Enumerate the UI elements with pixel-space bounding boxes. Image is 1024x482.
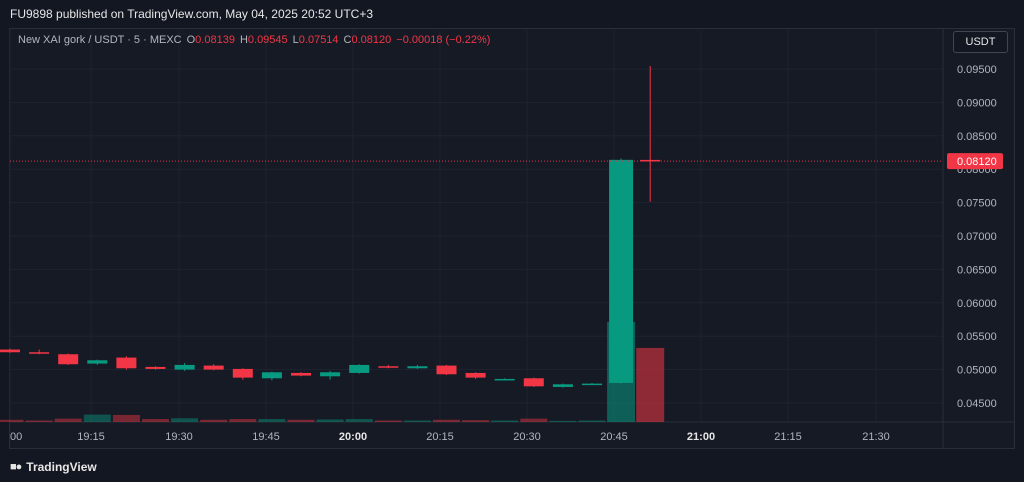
volume-bar bbox=[433, 419, 460, 422]
candle-body bbox=[436, 365, 457, 375]
tradingview-logo-icon: ■● bbox=[10, 461, 22, 473]
x-tick-label: 19:15 bbox=[77, 431, 105, 443]
x-tick-label: 20:45 bbox=[600, 431, 628, 443]
volume-bar bbox=[520, 418, 548, 422]
y-tick-label: 0.09500 bbox=[957, 64, 997, 76]
candle-body bbox=[465, 372, 486, 378]
high-label: H bbox=[239, 34, 248, 46]
candle-body bbox=[174, 364, 195, 370]
candle-body bbox=[320, 372, 341, 377]
volume-bar bbox=[316, 419, 344, 422]
y-tick-label: 0.09000 bbox=[957, 97, 997, 109]
open-label: O bbox=[186, 34, 196, 46]
ohlc-legend: New XAI gork / USDT · 5 · MEXC O0.08139 … bbox=[18, 34, 490, 46]
close-value: 0.08120 bbox=[351, 34, 392, 46]
candle-body bbox=[640, 159, 661, 162]
x-tick-label: 19:45 bbox=[252, 431, 280, 443]
x-tick-label: 00 bbox=[10, 431, 22, 443]
symbol-label[interactable]: New XAI gork / USDT · 5 · MEXC bbox=[18, 34, 182, 46]
header-bar: FU9898 published on TradingView.com, May… bbox=[0, 0, 1024, 28]
volume-bar bbox=[54, 418, 82, 422]
candle-body bbox=[291, 372, 311, 376]
last-price-label: 0.08120 bbox=[957, 156, 997, 168]
volume-bar bbox=[200, 419, 228, 422]
x-tick-label: 21:30 bbox=[862, 431, 890, 443]
volume-bar bbox=[25, 420, 53, 422]
candle-body bbox=[494, 378, 515, 381]
volume-bar bbox=[0, 419, 24, 422]
candle-body bbox=[261, 372, 282, 379]
volume-bar bbox=[374, 420, 402, 422]
chart-frame[interactable] bbox=[9, 28, 1015, 449]
volume-bar bbox=[258, 419, 286, 422]
volume-bar bbox=[229, 419, 257, 422]
tradingview-brand[interactable]: ■● TradingView bbox=[10, 460, 97, 474]
candle-body bbox=[552, 384, 573, 387]
close-label: C bbox=[343, 34, 352, 46]
volume-bar bbox=[403, 420, 431, 422]
candle-body bbox=[609, 159, 634, 383]
low-label: L bbox=[292, 34, 299, 46]
candle-body bbox=[58, 354, 79, 365]
volume-bar bbox=[287, 419, 315, 422]
candle-body bbox=[87, 360, 108, 364]
candle-body bbox=[378, 366, 399, 368]
low-value: 0.07514 bbox=[298, 34, 339, 46]
x-tick-label: 20:15 bbox=[426, 431, 454, 443]
candle-body bbox=[232, 368, 253, 378]
x-tick-label: 20:30 bbox=[513, 431, 541, 443]
publisher-text: FU9898 published on TradingView.com, May… bbox=[10, 7, 373, 21]
volume-bar bbox=[142, 419, 169, 422]
y-tick-label: 0.06500 bbox=[957, 264, 997, 276]
candle-body bbox=[582, 383, 602, 386]
volume-bar bbox=[491, 420, 519, 422]
x-tick-label: 21:00 bbox=[687, 431, 715, 443]
y-tick-label: 0.05000 bbox=[957, 365, 997, 377]
last-price-badge bbox=[947, 153, 1003, 170]
candle-body bbox=[116, 357, 137, 369]
volume-bar bbox=[112, 414, 140, 422]
candle-body bbox=[203, 365, 224, 370]
candle-body bbox=[349, 364, 370, 373]
volume-bar bbox=[171, 418, 199, 422]
candle-body bbox=[0, 349, 20, 353]
candle-body bbox=[29, 352, 50, 354]
x-tick-label: 20:00 bbox=[339, 431, 367, 443]
high-value: 0.09545 bbox=[247, 34, 288, 46]
volume-bar bbox=[462, 420, 490, 422]
y-tick-label: 0.08500 bbox=[957, 131, 997, 143]
brand-label: TradingView bbox=[26, 460, 97, 474]
open-value: 0.08139 bbox=[195, 34, 235, 46]
candle-body bbox=[145, 366, 166, 369]
volume-bar bbox=[345, 419, 373, 422]
y-tick-label: 0.06000 bbox=[957, 298, 997, 310]
x-tick-label: 19:30 bbox=[165, 431, 193, 443]
volume-bar bbox=[83, 414, 111, 422]
volume-bar bbox=[636, 347, 665, 422]
volume-bar bbox=[578, 420, 606, 422]
x-tick-label: 21:15 bbox=[774, 431, 802, 443]
volume-bar bbox=[549, 420, 577, 422]
y-tick-label: 0.05500 bbox=[957, 331, 997, 343]
y-tick-label: 0.07000 bbox=[957, 231, 997, 243]
y-tick-label: 0.07500 bbox=[957, 198, 997, 210]
y-tick-label: 0.04500 bbox=[957, 398, 997, 410]
candle-body bbox=[523, 378, 544, 387]
candle-body bbox=[407, 366, 428, 369]
currency-button[interactable]: USDT bbox=[953, 31, 1008, 53]
footer: ■● TradingView bbox=[0, 452, 1024, 482]
change-value: −0.00018 (−0.22%) bbox=[396, 34, 491, 46]
